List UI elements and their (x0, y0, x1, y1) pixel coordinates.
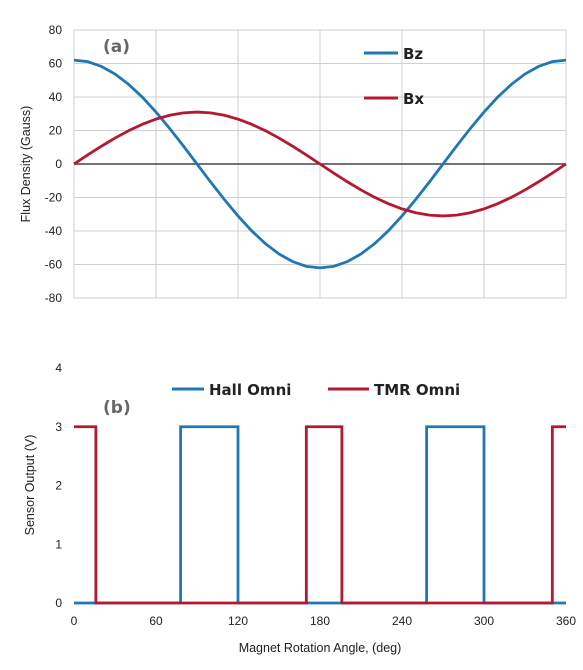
y-tick-label: 2 (55, 479, 62, 493)
panel-label: (b) (103, 398, 131, 418)
y-tick-label: 3 (55, 420, 62, 434)
legend-label: Bz (403, 45, 423, 63)
y-tick-label: -60 (45, 258, 63, 272)
x-axis-title: Magnet Rotation Angle, (deg) (239, 641, 402, 655)
y-tick-label: 0 (55, 157, 62, 171)
legend-label: Bx (403, 90, 424, 108)
y-tick-label: 0 (55, 596, 62, 610)
y-tick-label: -20 (45, 191, 63, 205)
y-tick-label: -80 (45, 291, 63, 305)
x-tick-label: 60 (149, 614, 163, 628)
legend-label: Hall Omni (209, 381, 291, 399)
x-tick-label: 300 (474, 614, 494, 628)
panel-b-chart: 0 1 2 3 4 0 60 120 180 240 300 360 Magnet Rotation A… (23, 361, 576, 655)
y-tick-label: 80 (49, 23, 63, 37)
x-tick-label: 0 (71, 614, 78, 628)
x-tick-label: 120 (228, 614, 248, 628)
y-tick-label: 20 (49, 124, 63, 138)
y-tick-label: 1 (55, 537, 62, 551)
panel-a-chart: -80 -60 -40 -20 0 20 40 60 80 Flux Density (Gauss… (19, 23, 567, 305)
y-tick-label: 40 (49, 90, 63, 104)
y-axis-title: Flux Density (Gauss) (19, 106, 33, 223)
series-line-hall-omni (74, 425, 566, 605)
series-line-tmr-omni (74, 425, 566, 605)
x-tick-label: 180 (310, 614, 330, 628)
y-tick-label: 60 (49, 57, 63, 71)
y-tick-label: 4 (55, 361, 62, 375)
series-line-bz (73, 58, 567, 270)
legend-label: TMR Omni (374, 381, 460, 399)
y-tick-label: -40 (45, 224, 63, 238)
x-tick-label: 360 (556, 614, 576, 628)
series-line-bx (73, 110, 567, 218)
panel-label: (a) (103, 37, 130, 57)
x-tick-label: 240 (392, 614, 412, 628)
y-axis-title: Sensor Output (V) (23, 435, 37, 536)
